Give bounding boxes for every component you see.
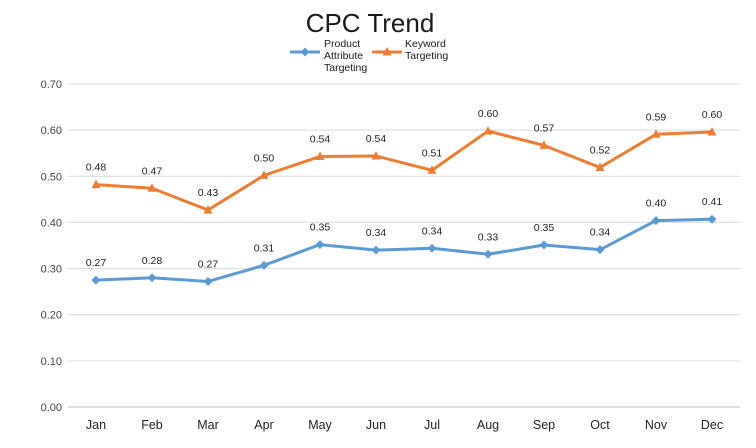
data-point bbox=[203, 204, 213, 214]
x-tick-label: Aug bbox=[477, 418, 499, 432]
x-tick-label: Nov bbox=[645, 418, 668, 432]
data-point bbox=[539, 140, 549, 149]
data-label: 0.59 bbox=[646, 111, 667, 123]
data-label: 0.60 bbox=[478, 108, 499, 120]
x-tick-label: Feb bbox=[141, 418, 163, 432]
data-label: 0.54 bbox=[366, 133, 387, 145]
data-label: 0.48 bbox=[86, 162, 107, 174]
legend-label: Keyword Targeting bbox=[405, 38, 448, 62]
data-point bbox=[300, 47, 310, 57]
data-point bbox=[315, 240, 325, 250]
x-tick-label: Dec bbox=[701, 418, 723, 432]
y-tick-label: 0.60 bbox=[41, 125, 62, 137]
data-point bbox=[315, 151, 325, 160]
data-label: 0.33 bbox=[478, 231, 499, 243]
x-tick-label: Sep bbox=[533, 418, 555, 432]
series-layer bbox=[91, 126, 717, 286]
x-tick-label: Oct bbox=[590, 418, 610, 432]
data-label: 0.50 bbox=[254, 152, 275, 164]
y-tick-label: 0.50 bbox=[41, 171, 62, 183]
legend-item: Keyword Targeting bbox=[372, 38, 448, 62]
data-point bbox=[382, 47, 392, 56]
chart-title: CPC Trend bbox=[306, 8, 435, 38]
series-line bbox=[95, 129, 713, 212]
data-label: 0.52 bbox=[590, 145, 611, 157]
x-tick-label: Mar bbox=[197, 418, 219, 432]
data-label: 0.40 bbox=[646, 198, 667, 210]
data-label: 0.28 bbox=[142, 255, 163, 267]
legend-item: Product Attribute Targeting bbox=[290, 38, 367, 74]
data-point bbox=[147, 273, 157, 283]
data-label: 0.47 bbox=[142, 165, 163, 177]
x-tick-label: Jul bbox=[424, 418, 440, 432]
data-point bbox=[91, 275, 101, 285]
data-point bbox=[371, 245, 381, 255]
data-point bbox=[91, 179, 101, 189]
data-label: 0.60 bbox=[702, 109, 723, 121]
x-tick-label: Apr bbox=[254, 418, 273, 432]
data-point bbox=[483, 126, 493, 135]
data-label: 0.43 bbox=[198, 187, 219, 199]
y-axis: 0.00 0.10 0.20 0.30 0.40 0.50 0.60 0.70 bbox=[41, 79, 62, 414]
data-point bbox=[595, 162, 605, 172]
data-point bbox=[427, 243, 437, 253]
series-keyword-targeting bbox=[91, 126, 717, 214]
data-label: 0.34 bbox=[366, 227, 387, 239]
data-label: 0.27 bbox=[198, 258, 219, 270]
data-point bbox=[651, 216, 661, 226]
series-product-attribute-targeting bbox=[91, 214, 717, 286]
y-tick-label: 0.00 bbox=[41, 402, 62, 414]
x-tick-label: Jun bbox=[366, 418, 386, 432]
data-point bbox=[483, 249, 493, 259]
series-line bbox=[95, 217, 713, 283]
y-tick-label: 0.20 bbox=[41, 310, 62, 322]
data-label: 0.41 bbox=[702, 196, 723, 208]
x-tick-label: Jan bbox=[86, 418, 106, 432]
data-label: 0.31 bbox=[254, 242, 275, 254]
data-label: 0.35 bbox=[310, 222, 331, 234]
data-label: 0.34 bbox=[590, 227, 611, 239]
data-label: 0.35 bbox=[534, 222, 555, 234]
data-label: 0.54 bbox=[310, 133, 331, 145]
y-tick-label: 0.10 bbox=[41, 356, 62, 368]
x-tick-label: May bbox=[308, 418, 332, 432]
data-label: 0.51 bbox=[422, 147, 443, 159]
data-point bbox=[707, 126, 717, 136]
x-axis: Jan Feb Mar Apr May Jun Jul Aug Sep Oct Nov Dec bbox=[86, 418, 723, 432]
data-point bbox=[651, 129, 661, 138]
y-tick-label: 0.40 bbox=[41, 217, 62, 229]
gridlines bbox=[68, 83, 740, 408]
data-labels: 0.27 0.28 0.27 0.31 0.35 0.34 0.34 0.33 0.35 0.34… bbox=[86, 108, 723, 270]
data-point bbox=[259, 170, 269, 179]
data-label: 0.34 bbox=[422, 225, 443, 237]
legend-label: Product Attribute Targeting bbox=[324, 38, 367, 74]
data-point bbox=[203, 276, 213, 286]
data-point bbox=[707, 214, 717, 224]
data-point bbox=[539, 240, 549, 250]
y-tick-label: 0.70 bbox=[41, 79, 62, 91]
data-point bbox=[427, 165, 437, 174]
data-label: 0.27 bbox=[86, 257, 107, 269]
data-point bbox=[371, 150, 381, 160]
legend: Product Attribute Targeting Keyword Targetin… bbox=[290, 38, 448, 74]
data-point bbox=[595, 245, 605, 255]
data-point bbox=[259, 260, 269, 270]
data-point bbox=[147, 183, 157, 192]
data-label: 0.57 bbox=[534, 122, 555, 134]
y-tick-label: 0.30 bbox=[41, 264, 62, 276]
